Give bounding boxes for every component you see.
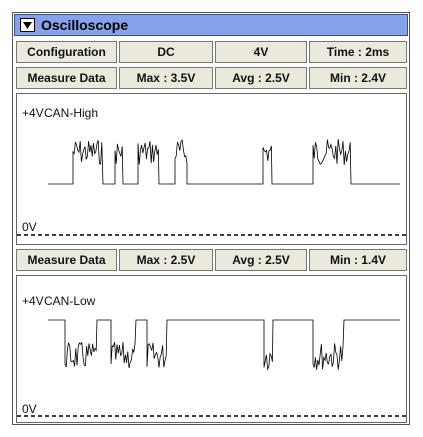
scope-panel: +4V CAN-Low 0V xyxy=(16,275,407,423)
channel-name: CAN-Low xyxy=(44,294,96,308)
measure-avg: Avg : 2.5V xyxy=(215,249,307,271)
title-bar: Oscilloscope xyxy=(14,14,408,36)
top-label: +4V xyxy=(22,294,44,308)
waveform-area xyxy=(17,319,406,417)
coupling[interactable]: DC xyxy=(119,41,213,63)
measure-label: Measure Data xyxy=(16,67,117,89)
channel-name: CAN-High xyxy=(44,106,99,120)
window-title: Oscilloscope xyxy=(41,17,129,33)
measure-label: Measure Data xyxy=(16,249,117,271)
waveform xyxy=(48,319,400,371)
time-scale[interactable]: Time : 2ms xyxy=(309,41,407,63)
collapse-toggle[interactable] xyxy=(20,18,35,32)
measure-max: Max : 2.5V xyxy=(119,249,213,271)
measure-max: Max : 3.5V xyxy=(119,67,213,89)
volt-scale[interactable]: 4V xyxy=(215,41,307,63)
measure-min: Min : 1.4V xyxy=(309,249,407,271)
measure-min: Min : 2.4V xyxy=(309,67,407,89)
bottom-label: 0V xyxy=(22,402,37,416)
measure-avg: Avg : 2.5V xyxy=(215,67,307,89)
bottom-label: 0V xyxy=(22,220,37,234)
oscilloscope-window: Oscilloscope Configuration DC 4V Time : … xyxy=(12,12,410,425)
waveform xyxy=(48,139,400,185)
waveform-area xyxy=(17,139,406,236)
config-label: Configuration xyxy=(16,41,117,63)
top-label: +4V xyxy=(22,106,44,120)
toggle-arrow xyxy=(23,22,32,29)
scope-panel: +4V CAN-High 0V xyxy=(16,93,407,245)
